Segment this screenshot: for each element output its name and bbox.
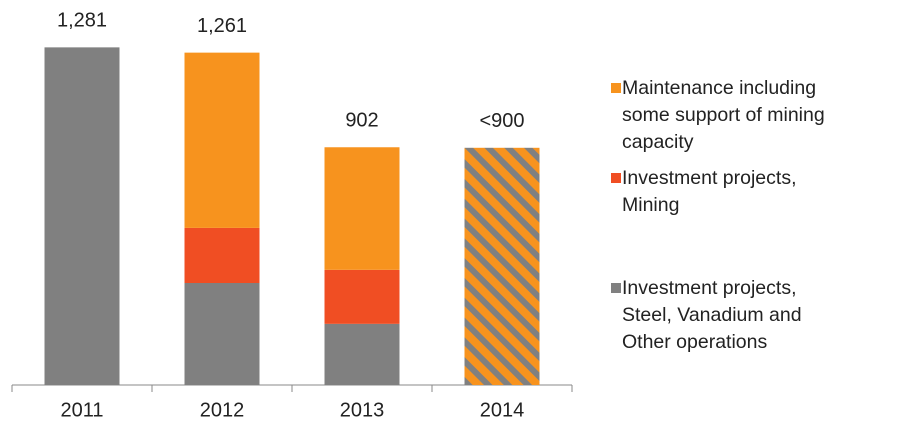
legend-entry: Investment projects, Mining [611, 165, 851, 219]
total-label: 902 [345, 110, 378, 132]
legend-swatch [611, 83, 621, 93]
bar-segment [184, 227, 260, 283]
legend-swatch [611, 283, 621, 293]
x-tick-label: 2013 [340, 399, 385, 421]
bar-segment [324, 323, 400, 385]
legend-label: Investment projects, Steel, Vanadium and… [622, 277, 802, 353]
legend-label: Investment projects, Mining [622, 167, 797, 216]
x-tick-label: 2011 [60, 399, 103, 421]
x-tick-label: 2012 [200, 399, 245, 421]
legend-swatch [611, 173, 621, 183]
legend-entry: Maintenance including some support of mi… [611, 75, 851, 156]
bar-segment [324, 147, 400, 270]
total-label: <900 [479, 110, 524, 132]
legend-entry: Investment projects, Steel, Vanadium and… [611, 275, 851, 356]
bar-estimate [464, 147, 540, 385]
x-tick-label: 2014 [480, 399, 525, 421]
bar-segment [184, 282, 260, 385]
total-label: 1,281 [57, 10, 107, 32]
bar-segment [324, 269, 400, 324]
total-label: 1,261 [197, 15, 247, 37]
legend-label: Maintenance including some support of mi… [622, 77, 825, 153]
bar-segment [44, 47, 120, 386]
bar-segment [184, 52, 260, 228]
